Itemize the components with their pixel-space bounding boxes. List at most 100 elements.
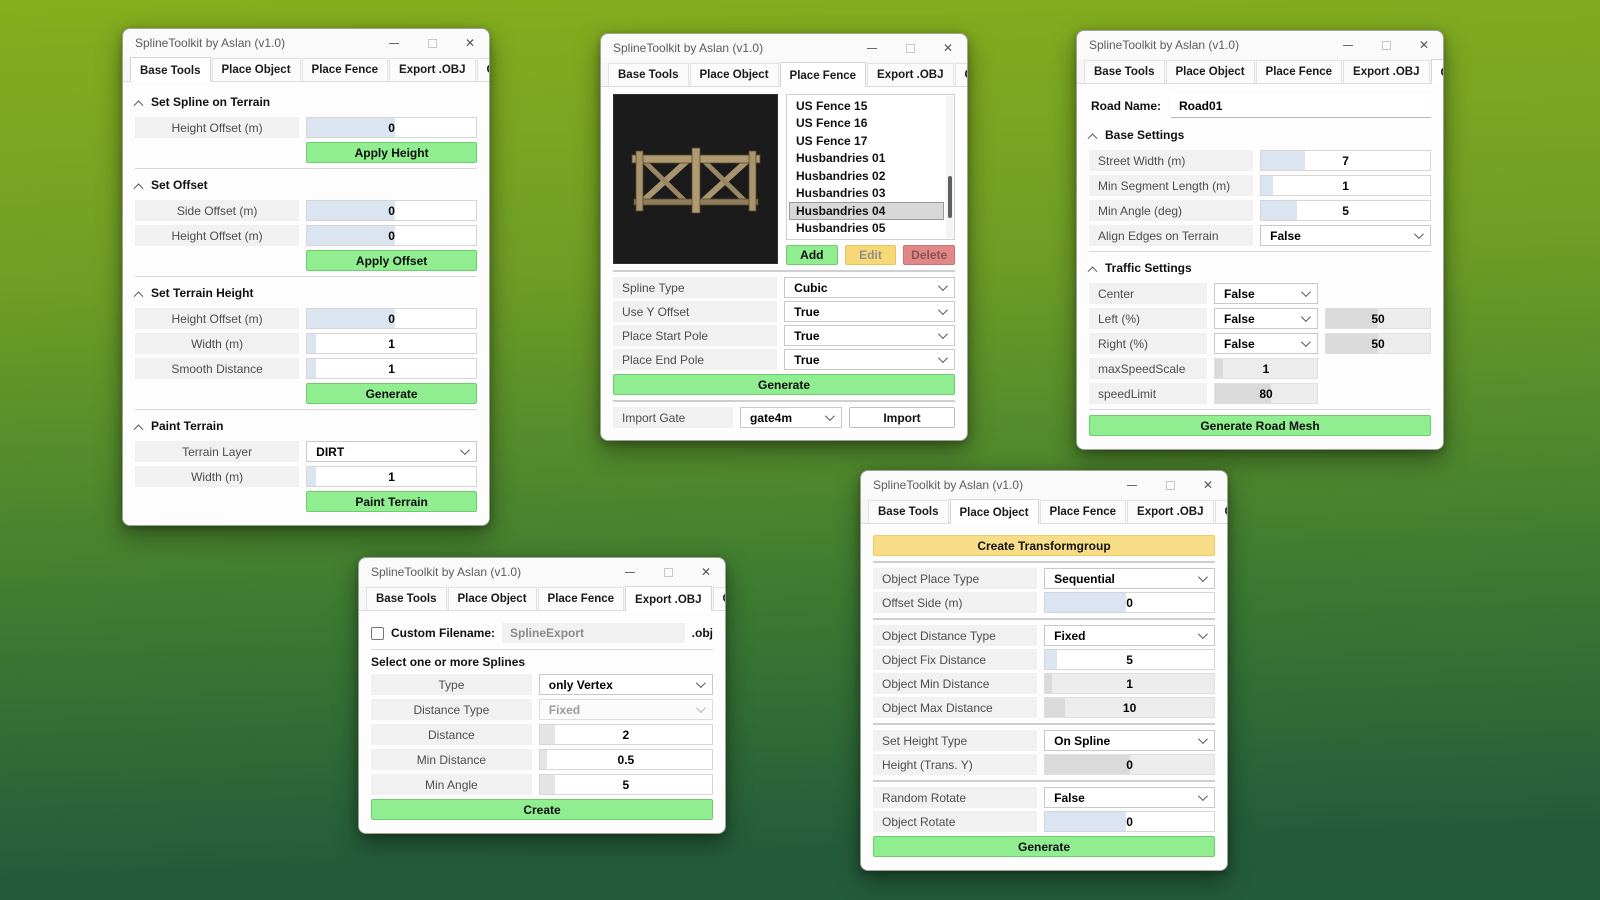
minimize-button[interactable] [611,558,649,586]
custom-filename-checkbox[interactable] [371,626,384,640]
create-transformgroup-button[interactable]: Create Transformgroup [873,535,1215,556]
close-button[interactable]: ✕ [1189,471,1227,499]
list-item[interactable]: Husbandries 01 [796,151,886,166]
paint-width-input[interactable]: 1 [306,466,477,487]
generate-road-mesh-button[interactable]: Generate Road Mesh [1089,415,1431,436]
left-percent-dropdown[interactable]: False [1214,308,1318,329]
titlebar[interactable]: SplineToolkit by Aslan (v1.0) ✕ [861,471,1227,499]
set-height-type-dropdown[interactable]: On Spline [1044,730,1215,751]
object-fix-distance-input[interactable]: 5 [1044,649,1215,670]
maximize-button[interactable] [891,34,929,62]
close-button[interactable]: ✕ [1405,31,1443,59]
list-item[interactable]: Husbandries 05 [796,221,886,236]
offset-side-input[interactable]: 0 [1044,592,1215,613]
use-y-offset-dropdown[interactable]: True [784,301,955,322]
maximize-button[interactable] [649,558,687,586]
tab-gen-road-mesh[interactable]: Gen. Road Mesh [476,58,489,81]
minimize-button[interactable] [1329,31,1367,59]
tab-base-tools[interactable]: Base Tools [366,587,447,610]
tab-place-object[interactable]: Place Object [211,58,301,81]
speed-limit-input[interactable]: 80 [1214,383,1318,404]
right-percent-dropdown[interactable]: False [1214,333,1318,354]
import-button[interactable]: Import [849,407,955,428]
type-dropdown[interactable]: only Vertex [538,674,713,695]
filename-input[interactable]: SplineExport [502,623,685,643]
distance-type-dropdown[interactable]: Fixed [538,699,713,720]
spline-type-dropdown[interactable]: Cubic [784,277,955,298]
align-edges-dropdown[interactable]: False [1260,225,1431,246]
tab-place-object[interactable]: Place Object [689,63,779,86]
generate-button[interactable]: Generate [873,836,1215,857]
object-min-distance-input[interactable]: 1 [1044,673,1215,694]
max-speed-scale-input[interactable]: 1 [1214,358,1318,379]
chevron-up-icon[interactable] [133,182,144,193]
tab-base-tools[interactable]: Base Tools [868,500,949,523]
scrollbar-thumb[interactable] [947,175,952,219]
list-item[interactable]: US Fence 16 [796,116,868,131]
delete-button[interactable]: Delete [903,245,956,265]
tab-gen-road-mesh[interactable]: Gen. Road Mesh [712,587,725,610]
random-rotate-dropdown[interactable]: False [1044,787,1215,808]
place-start-pole-dropdown[interactable]: True [784,325,955,346]
object-place-type-dropdown[interactable]: Sequential [1044,568,1215,589]
close-button[interactable]: ✕ [687,558,725,586]
apply-height-button[interactable]: Apply Height [306,142,477,163]
create-button[interactable]: Create [371,799,713,820]
tab-place-object[interactable]: Place Object [1165,60,1255,83]
tab-export-obj[interactable]: Export .OBJ [389,58,476,81]
tab-export-obj[interactable]: Export .OBJ [1343,60,1430,83]
tab-place-object[interactable]: Place Object [447,587,537,610]
list-item[interactable]: Husbandries 02 [796,168,886,183]
right-percent-input[interactable]: 50 [1325,333,1431,354]
list-item-selected[interactable]: Husbandries 04 [789,202,944,220]
tab-export-obj[interactable]: Export .OBJ [867,63,954,86]
list-item[interactable]: US Fence 15 [796,98,868,113]
side-offset-input[interactable]: 0 [306,200,477,221]
object-distance-type-dropdown[interactable]: Fixed [1044,625,1215,646]
terrain-layer-dropdown[interactable]: DIRT [306,441,477,462]
titlebar[interactable]: SplineToolkit by Aslan (v1.0) ✕ [601,34,967,62]
minimize-button[interactable] [853,34,891,62]
smooth-distance-input[interactable]: 1 [306,358,477,379]
titlebar[interactable]: SplineToolkit by Aslan (v1.0) ✕ [359,558,725,586]
height-offset-input[interactable]: 0 [306,308,477,329]
fence-list[interactable]: US Fence 15 US Fence 16 US Fence 17 Husb… [786,94,955,240]
apply-offset-button[interactable]: Apply Offset [306,250,477,271]
add-button[interactable]: Add [786,245,838,265]
min-segment-length-input[interactable]: 1 [1260,175,1431,196]
generate-button[interactable]: Generate [613,374,955,395]
minimize-button[interactable] [375,29,413,57]
distance-input[interactable]: 2 [538,724,713,745]
left-percent-input[interactable]: 50 [1325,308,1431,329]
tab-base-tools[interactable]: Base Tools [130,57,211,82]
paint-terrain-button[interactable]: Paint Terrain [306,491,477,512]
tab-gen-road-mesh[interactable]: Gen. Road Mesh [1430,59,1443,84]
road-name-input[interactable]: Road01 [1171,94,1431,118]
tab-place-fence[interactable]: Place Fence [301,58,389,81]
object-rotate-input[interactable]: 0 [1044,811,1215,832]
chevron-up-icon[interactable] [1087,132,1098,143]
close-button[interactable]: ✕ [929,34,967,62]
titlebar[interactable]: SplineToolkit by Aslan (v1.0) ✕ [1077,31,1443,59]
min-angle-input[interactable]: 5 [1260,200,1431,221]
maximize-button[interactable] [1151,471,1189,499]
tab-place-fence[interactable]: Place Fence [1039,500,1127,523]
min-distance-input[interactable]: 0.5 [538,749,713,770]
chevron-up-icon[interactable] [133,290,144,301]
edit-button[interactable]: Edit [844,245,897,265]
min-angle-input[interactable]: 5 [538,774,713,795]
tab-place-fence[interactable]: Place Fence [537,587,625,610]
tab-place-object[interactable]: Place Object [949,499,1039,524]
maximize-button[interactable] [1367,31,1405,59]
tab-base-tools[interactable]: Base Tools [608,63,689,86]
chevron-up-icon[interactable] [133,423,144,434]
close-button[interactable]: ✕ [451,29,489,57]
place-end-pole-dropdown[interactable]: True [784,349,955,370]
tab-gen-road-mesh[interactable]: Gen. Road Mesh [1214,500,1227,523]
height-offset-input[interactable]: 0 [306,225,477,246]
tab-gen-road-mesh[interactable]: Gen. Road Mesh [954,63,967,86]
center-dropdown[interactable]: False [1214,283,1318,304]
chevron-up-icon[interactable] [133,99,144,110]
tab-base-tools[interactable]: Base Tools [1084,60,1165,83]
tab-place-fence[interactable]: Place Fence [779,62,867,87]
